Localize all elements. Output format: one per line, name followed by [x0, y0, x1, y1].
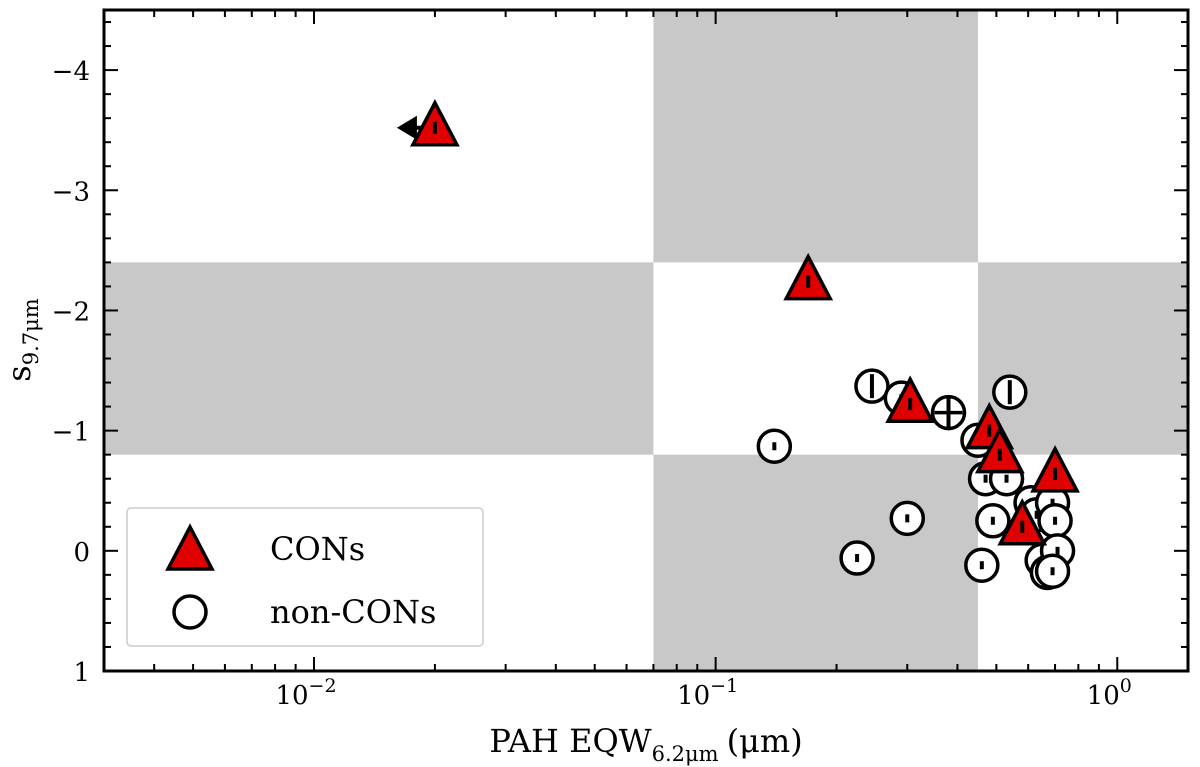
x-tick-label: 10−1 [677, 675, 738, 711]
legend-non-cons-label: non-CONs [270, 593, 436, 631]
shaded-regions [104, 10, 1188, 671]
legend-cons-marker [165, 523, 215, 571]
non-con-point [756, 428, 793, 465]
con-point [783, 252, 834, 301]
axis-ticks [103, 10, 1188, 672]
non-con-point [992, 374, 1028, 410]
y-tick-label: −1 [52, 418, 90, 448]
y-tick-label: 1 [73, 658, 90, 688]
x-axis-title: PAH EQW6.2μm (μm) [489, 722, 802, 766]
y-tick-label: −4 [52, 57, 90, 87]
non-con-point [839, 540, 875, 576]
con-point [1030, 445, 1080, 493]
non-con-point [1034, 553, 1071, 589]
plot-frame [102, 8, 1190, 673]
y-axis-title: s9.7μm [0, 298, 43, 381]
non-con-point [1037, 503, 1073, 539]
non-con-point [930, 394, 967, 431]
con-point [885, 375, 936, 423]
y-axis-title-main: s [0, 365, 38, 381]
shaded-region-1 [104, 262, 654, 455]
y-tick-label: −3 [52, 177, 90, 207]
non-con-point [975, 503, 1011, 539]
x-axis-title-sub: 6.2μm [652, 742, 719, 766]
non-con-point [964, 547, 1000, 583]
non-con-point [854, 368, 890, 404]
legend: CONs non-CONs [126, 507, 484, 647]
legend-cons-label: CONs [270, 530, 365, 568]
x-tick-labels: 10−2 10−1 100 [275, 675, 1131, 711]
y-tick-labels: −4 −3 −2 −1 0 1 [52, 57, 90, 688]
shaded-region-2 [977, 262, 1188, 455]
non-con-point [889, 500, 926, 537]
legend-non-cons-marker [172, 594, 208, 630]
y-axis-title-sub: 9.7μm [19, 298, 43, 365]
con-point [997, 498, 1048, 546]
upper-limit-arrow-head [396, 115, 417, 140]
x-tick-label: 100 [1087, 675, 1132, 711]
shaded-region-3 [653, 454, 978, 671]
x-axis-title-main: PAH EQW [489, 722, 651, 760]
shaded-region-0 [653, 10, 978, 263]
y-tick-label: −2 [52, 297, 90, 327]
con-point [396, 99, 460, 147]
legend-box [126, 507, 484, 647]
con-point [974, 425, 1025, 474]
x-axis-title-unit: (μm) [727, 722, 803, 760]
y-tick-label: 0 [73, 538, 90, 568]
x-tick-label: 10−2 [275, 675, 336, 711]
data-markers [396, 99, 1080, 591]
